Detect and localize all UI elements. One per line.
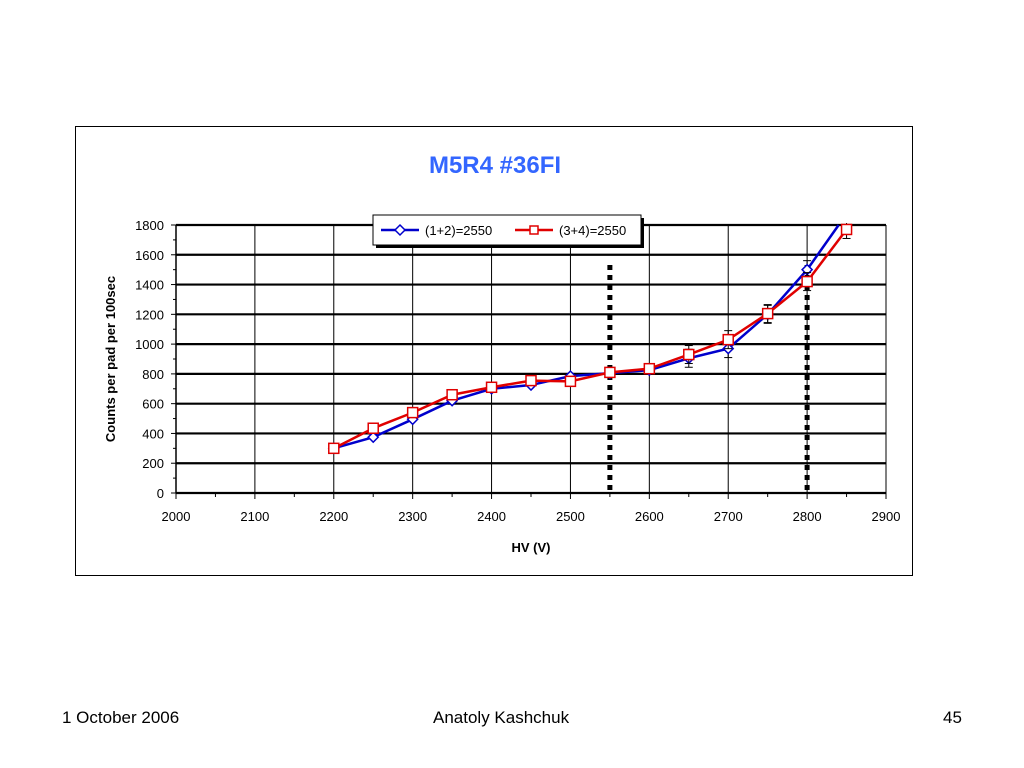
legend-marker xyxy=(529,225,539,235)
y-tick-label: 0 xyxy=(157,486,164,501)
series-line xyxy=(333,228,848,450)
data-point xyxy=(485,381,498,394)
data-point xyxy=(328,442,340,455)
data-point xyxy=(643,362,656,375)
y-tick-label: 800 xyxy=(142,367,164,382)
y-tick-label: 200 xyxy=(142,456,164,471)
data-point xyxy=(406,406,419,419)
data-point xyxy=(722,333,734,346)
x-tick-label: 2200 xyxy=(319,509,348,524)
y-tick-label: 1000 xyxy=(135,337,164,352)
plot-area: 0 200 400 600 800 1000 1200 1400 1600 1800 2000 210… xyxy=(135,218,900,524)
x-tick-label: 2400 xyxy=(477,509,506,524)
y-tick-label: 1600 xyxy=(135,248,164,263)
series-line xyxy=(333,224,840,450)
x-tick-label: 2800 xyxy=(793,509,822,524)
chart-title: M5R4 #36FI xyxy=(429,152,561,179)
chart-frame: M5R4 #36FI HV (V) Counts per pad per 100… xyxy=(75,126,913,576)
y-tick-label: 1400 xyxy=(135,278,164,293)
data-point xyxy=(367,431,380,444)
y-tick-label: 600 xyxy=(142,397,164,412)
x-tick-label: 2700 xyxy=(714,509,743,524)
data-point xyxy=(525,374,537,387)
x-tick-label: 2300 xyxy=(398,509,427,524)
data-point xyxy=(683,348,695,361)
data-point xyxy=(840,223,853,236)
data-point xyxy=(446,388,458,401)
series-1 xyxy=(327,224,840,455)
x-tick-label: 2500 xyxy=(556,509,585,524)
chart: M5R4 #36FI HV (V) Counts per pad per 100… xyxy=(103,152,900,555)
footer-date: 1 October 2006 xyxy=(62,708,180,727)
y-axis-label: Counts per pad per 100sec xyxy=(103,276,118,442)
footer-page-number: 45 xyxy=(943,708,962,727)
data-point xyxy=(801,275,813,288)
data-point xyxy=(604,366,616,379)
legend-marker xyxy=(393,223,407,237)
legend-label: (1+2)=2550 xyxy=(425,223,492,238)
y-tick-label: 1200 xyxy=(135,307,164,322)
legend: (1+2)=2550 (3+4)=2550 xyxy=(372,214,644,248)
x-tick-label: 2600 xyxy=(635,509,664,524)
y-tick-label: 400 xyxy=(142,426,164,441)
data-point xyxy=(564,375,577,388)
footer-author: Anatoly Kashchuk xyxy=(433,708,570,727)
data-point xyxy=(761,307,774,320)
series-2 xyxy=(328,223,853,455)
y-tick-label: 1800 xyxy=(135,218,164,233)
x-axis-label: HV (V) xyxy=(512,540,551,555)
x-tick-label: 2900 xyxy=(872,509,901,524)
x-tick-label: 2100 xyxy=(240,509,269,524)
data-point xyxy=(367,422,379,434)
x-tick-label: 2000 xyxy=(162,509,191,524)
legend-label: (3+4)=2550 xyxy=(559,223,626,238)
